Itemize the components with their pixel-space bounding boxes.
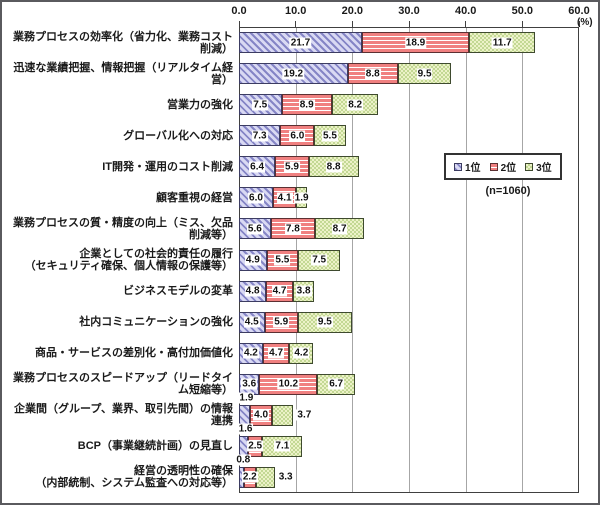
legend-label: 1位 <box>465 163 481 174</box>
sample-size-label: (n=1060) <box>485 185 531 197</box>
value-label: 7.5 <box>311 254 328 266</box>
value-label: 8.9 <box>298 99 315 111</box>
category-label: 迅速な業績把握、情報把握（リアルタイム経営） <box>13 61 233 86</box>
legend-label: 3位 <box>536 163 552 174</box>
legend-label: 2位 <box>500 163 517 174</box>
value-label: 3.3 <box>277 471 294 483</box>
value-label: 5.9 <box>284 161 300 173</box>
x-axis-tick <box>408 21 410 27</box>
category-label: 経営の透明性の確保 （内部統制、システム監査への対応等） <box>35 465 233 490</box>
value-label: 4.2 <box>242 347 259 359</box>
value-label: 4.1 <box>276 192 293 204</box>
value-label: 4.7 <box>271 285 288 297</box>
x-axis-tick <box>578 21 580 27</box>
value-label: 11.7 <box>491 37 513 49</box>
value-label: 9.5 <box>416 68 433 80</box>
value-label: 0.8 <box>235 454 252 466</box>
value-label: 8.8 <box>325 161 342 173</box>
category-label: 業務プロセスの質・精度の向上（ミス、欠品削減等） <box>13 216 233 241</box>
value-label: 4.2 <box>293 347 310 359</box>
x-axis-tick-label: 60.0 <box>568 5 590 17</box>
value-label: 8.8 <box>364 68 381 80</box>
category-label: グローバル化への対応 <box>123 129 233 142</box>
bar-segment <box>256 466 275 488</box>
gridline <box>465 27 467 493</box>
value-label: 2.5 <box>247 440 264 452</box>
value-label: 19.2 <box>282 68 305 80</box>
category-label: IT開発・運用のコスト削減 <box>102 160 233 173</box>
value-label: 7.5 <box>252 99 269 111</box>
value-label: 8.2 <box>347 99 364 111</box>
value-label: 6.0 <box>248 192 264 204</box>
value-label: 6.4 <box>249 161 266 173</box>
value-label: 7.3 <box>251 130 268 142</box>
category-label: 顧客重視の経営 <box>156 191 233 204</box>
category-label: ビジネスモデルの変革 <box>123 285 233 298</box>
category-label: 業務プロセスのスピードアップ（リードタイム短縮等） <box>13 372 233 397</box>
gridline <box>352 27 354 493</box>
value-label: 5.6 <box>246 223 263 235</box>
value-label: 21.7 <box>289 37 312 49</box>
value-label: 4.8 <box>244 285 261 297</box>
bar-segment <box>272 404 294 426</box>
x-axis-tick <box>465 21 467 27</box>
value-label: 10.2 <box>277 378 300 390</box>
value-label: 4.7 <box>268 347 285 359</box>
category-label: BCP（事業継続計画）の見直し <box>77 440 233 453</box>
x-axis-tick <box>521 21 523 27</box>
value-label: 5.5 <box>321 130 338 142</box>
category-label: 企業としての社会的責任の履行 （セキュリティ確保、個人情報の保護等） <box>24 248 233 272</box>
value-label: 18.9 <box>404 37 427 49</box>
gridline <box>409 27 410 493</box>
value-label: 2.2 <box>241 471 258 483</box>
x-axis-tick-label: 0.0 <box>231 5 247 17</box>
category-label: 企業間（グループ、業界、取引先間）の情報連携 <box>13 403 233 428</box>
value-label: 7.8 <box>284 223 301 235</box>
category-label: 社内コミュニケーションの強化 <box>79 316 233 329</box>
x-axis-tick <box>351 21 353 27</box>
legend-swatch <box>489 162 498 171</box>
legend-swatch <box>525 162 534 171</box>
legend-item: 3位 <box>525 159 552 174</box>
value-label: 3.8 <box>295 285 312 297</box>
category-label: 商品・サービスの差別化・高付加価値化 <box>35 347 233 360</box>
legend-item: 1位 <box>454 159 481 174</box>
value-label: 4.5 <box>243 316 260 328</box>
value-label: 1.6 <box>237 423 254 435</box>
percent-unit-label: (%) <box>577 17 593 28</box>
x-axis-tick-label: 10.0 <box>284 5 307 17</box>
category-label: 業務プロセスの効率化（省力化、業務コスト削減） <box>13 30 233 55</box>
legend-swatch <box>454 162 462 171</box>
value-label: 1.9 <box>238 392 255 404</box>
x-axis-tick-label: 20.0 <box>341 5 364 17</box>
value-label: 7.1 <box>274 440 291 452</box>
gridline <box>522 27 524 493</box>
legend-item: 2位 <box>489 159 517 174</box>
value-label: 6.7 <box>328 378 345 390</box>
x-axis-tick-label: 30.0 <box>398 5 420 17</box>
value-label: 5.5 <box>274 254 291 266</box>
value-label: 6.0 <box>289 130 306 142</box>
value-label: 3.6 <box>241 378 258 390</box>
value-label: 4.0 <box>253 409 270 421</box>
value-label: 1.9 <box>293 192 310 204</box>
x-axis-tick-label: 50.0 <box>511 5 534 17</box>
category-label: 営業力の強化 <box>167 98 233 111</box>
x-axis-tick-label: 40.0 <box>454 5 477 17</box>
legend: 1位 2位 3位 <box>444 153 562 180</box>
value-label: 4.9 <box>244 254 261 266</box>
value-label: 3.7 <box>296 409 313 421</box>
value-label: 9.5 <box>316 316 333 328</box>
x-axis-tick <box>295 21 297 27</box>
value-label: 5.9 <box>273 316 290 328</box>
x-axis-tick <box>238 21 240 27</box>
value-label: 8.7 <box>331 223 348 235</box>
